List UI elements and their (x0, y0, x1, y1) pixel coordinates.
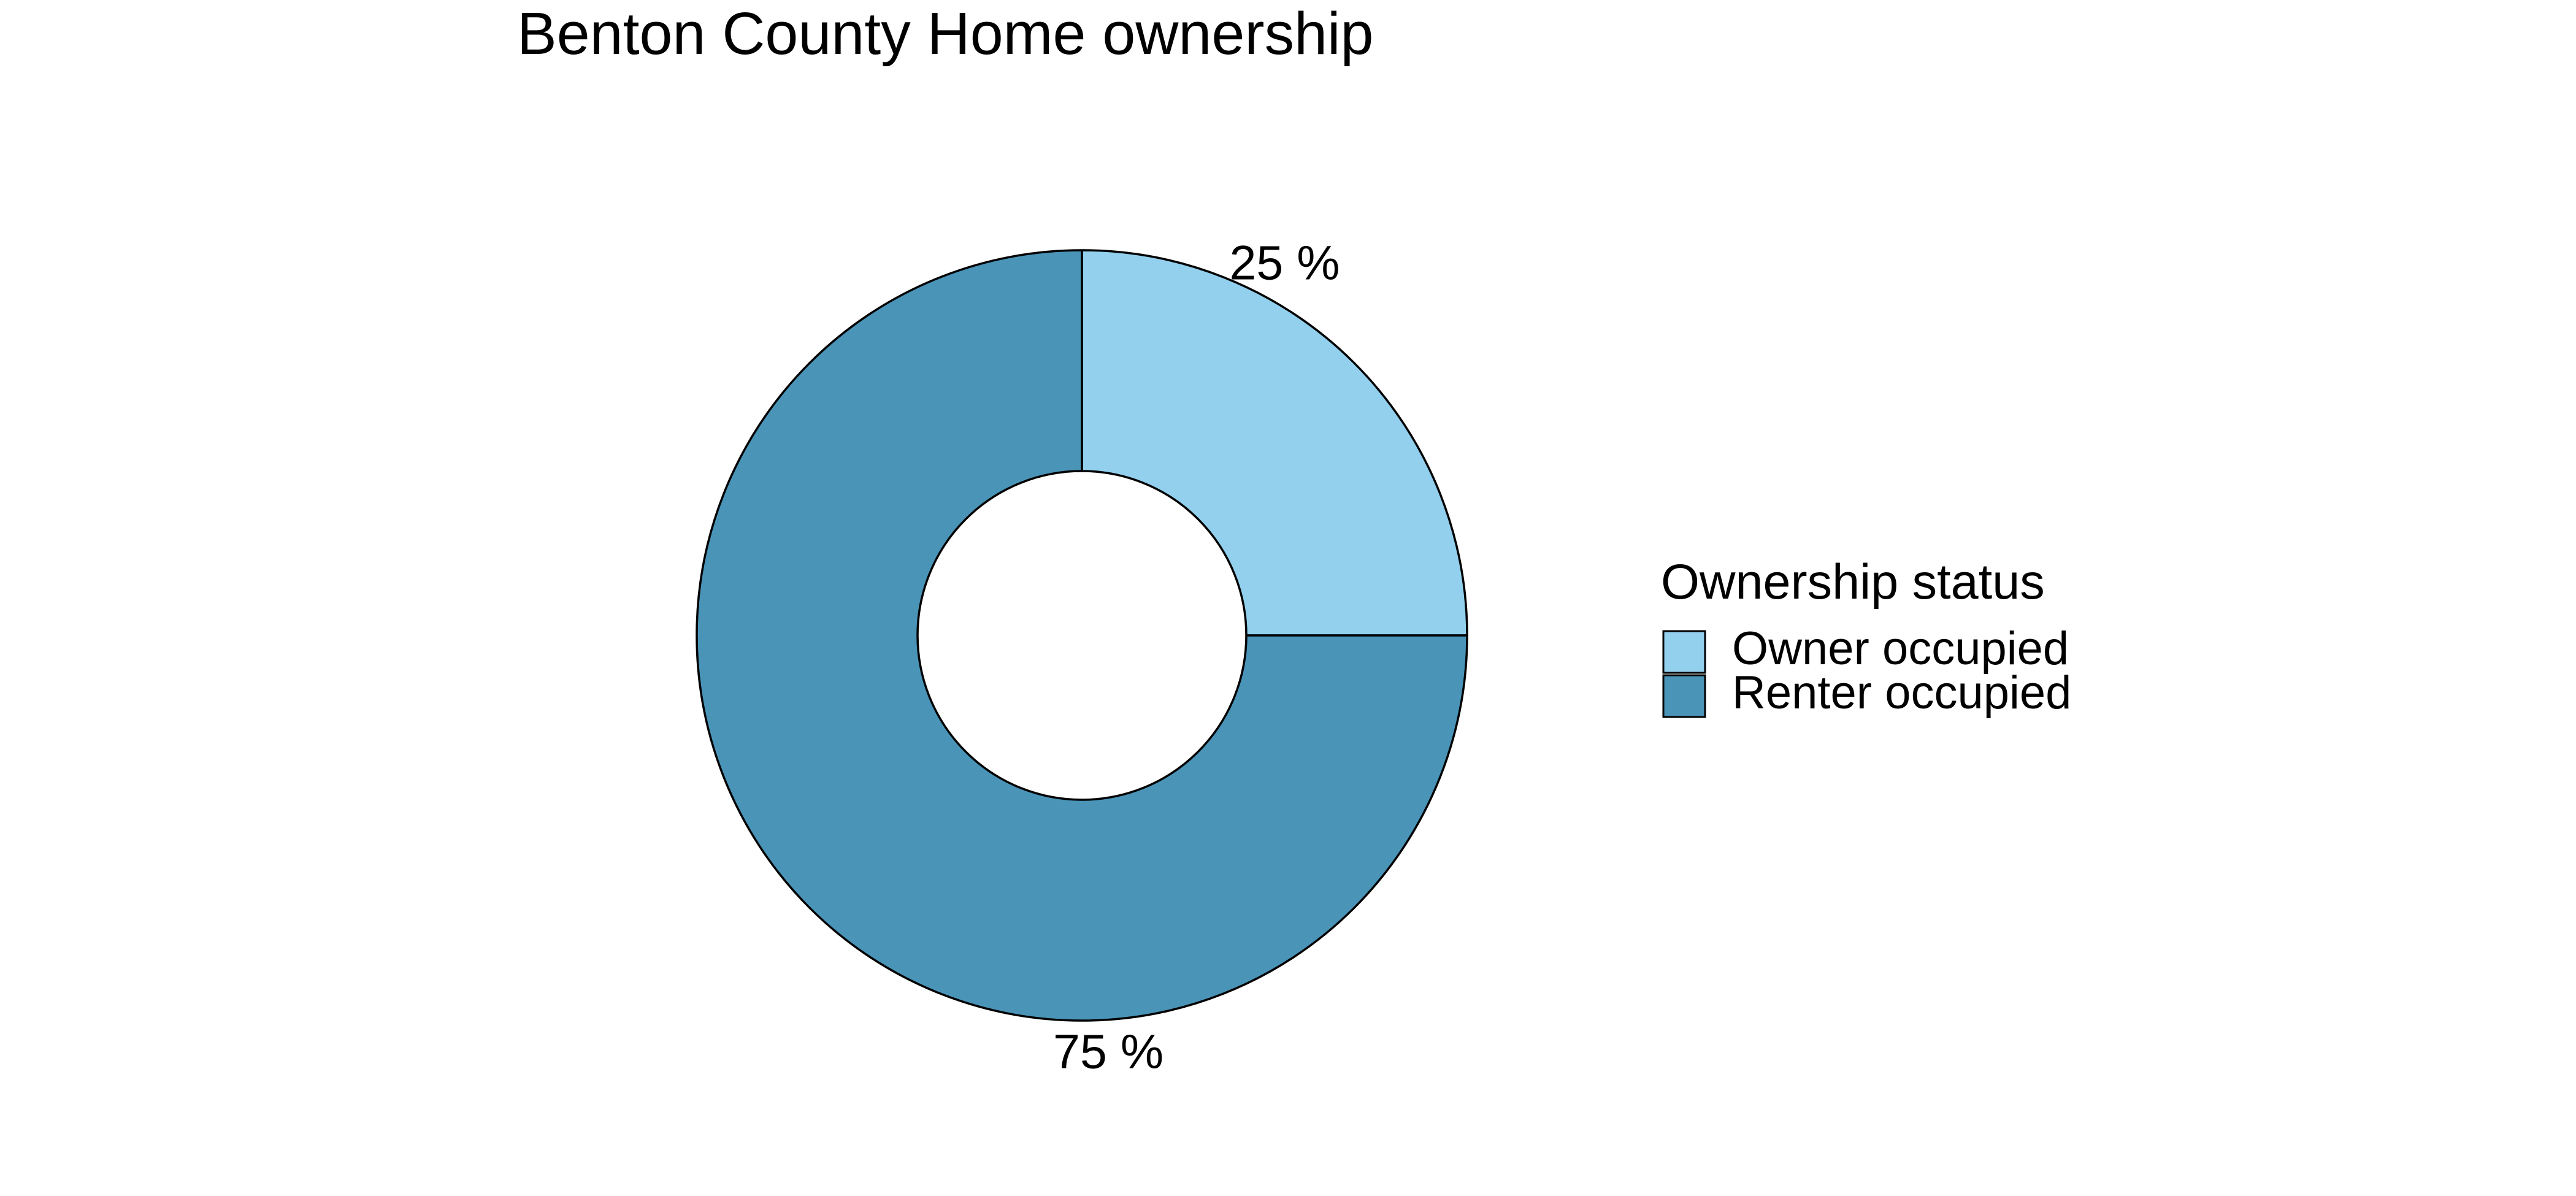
legend-label-owner-occupied: Owner occupied (1732, 623, 2069, 675)
slice-labels: 25 % 75 % (1053, 236, 1340, 1079)
legend-swatch-owner-occupied (1662, 630, 1706, 674)
slice-owner-occupied (1081, 249, 1468, 637)
legend-title: Ownership status (1661, 554, 2045, 610)
slice-label-owner-occupied: 25 % (1229, 236, 1340, 290)
legend-swatch-renter-occupied (1662, 674, 1706, 718)
slice-label-renter-occupied: 75 % (1053, 1024, 1163, 1079)
chart-title: Benton County Home ownership (517, 0, 1374, 67)
legend-label-renter-occupied: Renter occupied (1732, 667, 2071, 719)
donut-slices (696, 249, 1468, 1022)
slice-renter-occupied (696, 249, 1468, 1022)
